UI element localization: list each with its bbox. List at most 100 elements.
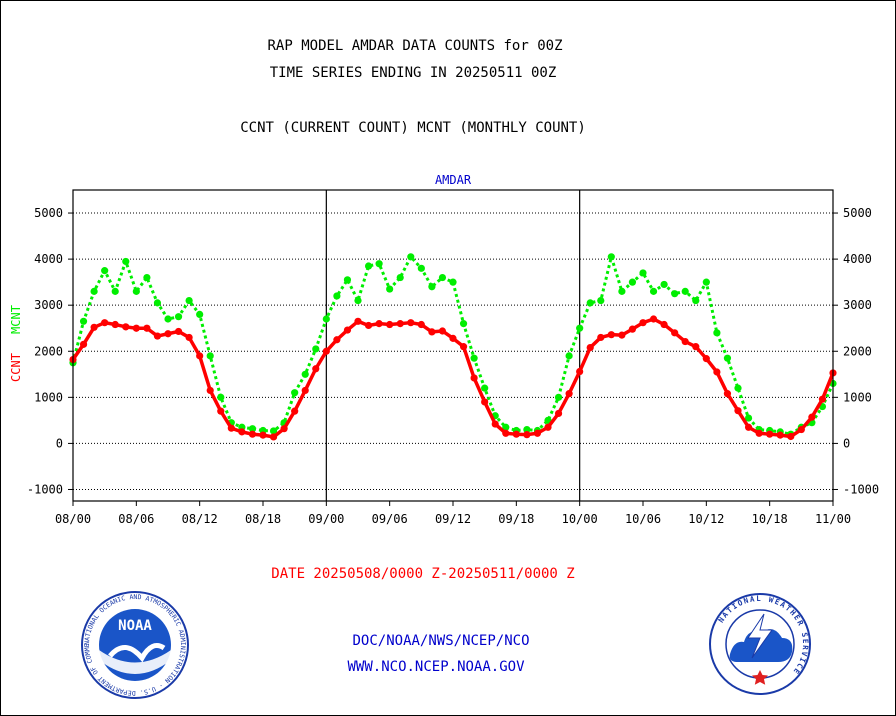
y-tick-label-left: -1000 — [27, 482, 63, 496]
data-point-mcnt — [734, 384, 742, 392]
x-tick-label: 09/06 — [372, 512, 408, 526]
y-tick-label-left: 5000 — [34, 206, 63, 220]
chart-title-line2: TIME SERIES ENDING IN 20250511 00Z — [269, 65, 557, 81]
data-point-mcnt — [132, 287, 140, 295]
x-tick-label: 08/18 — [245, 512, 281, 526]
data-point-ccnt — [259, 431, 267, 439]
data-point-mcnt — [586, 299, 594, 307]
data-point-ccnt — [681, 337, 689, 346]
x-tick-label: 08/12 — [182, 512, 218, 526]
data-point-ccnt — [544, 423, 552, 431]
data-point-ccnt — [660, 320, 668, 329]
data-point-ccnt — [438, 327, 447, 335]
data-point-ccnt — [343, 326, 352, 334]
data-point-ccnt — [90, 323, 98, 331]
data-point-mcnt — [322, 315, 330, 323]
y-tick-label-left: 4000 — [34, 252, 63, 266]
data-point-ccnt — [776, 431, 784, 439]
data-point-ccnt — [101, 319, 109, 327]
data-point-mcnt — [649, 287, 658, 295]
x-tick-label: 10/06 — [625, 512, 661, 526]
data-point-mcnt — [554, 393, 563, 401]
data-point-ccnt — [797, 425, 805, 434]
data-point-ccnt — [713, 368, 721, 376]
data-point-ccnt — [597, 333, 605, 342]
data-point-mcnt — [101, 267, 109, 275]
data-point-mcnt — [79, 317, 88, 325]
data-point-ccnt — [734, 407, 742, 415]
x-tick-label: 10/00 — [562, 512, 598, 526]
data-point-ccnt — [196, 352, 204, 360]
x-tick-label: 08/00 — [55, 512, 91, 526]
data-point-mcnt — [449, 278, 457, 286]
data-point-ccnt — [206, 386, 214, 395]
data-point-mcnt — [639, 269, 647, 277]
data-point-mcnt — [375, 260, 383, 268]
data-point-mcnt — [628, 278, 637, 286]
data-point-ccnt — [502, 429, 510, 437]
data-point-mcnt — [301, 370, 309, 378]
data-point-ccnt — [755, 429, 763, 437]
y-tick-label-right: 3000 — [843, 298, 872, 312]
plot-label-amdar: AMDAR — [435, 173, 472, 187]
data-point-ccnt — [301, 386, 309, 395]
data-point-ccnt — [649, 315, 658, 323]
data-point-mcnt — [565, 352, 573, 360]
data-point-mcnt — [354, 296, 362, 305]
data-point-ccnt — [533, 429, 542, 437]
data-point-ccnt — [364, 321, 373, 330]
data-point-mcnt — [143, 273, 151, 282]
data-point-ccnt — [407, 319, 415, 327]
org-link[interactable]: DOC/NOAA/NWS/NCEP/NCO — [352, 633, 530, 649]
data-point-mcnt — [312, 345, 320, 353]
data-point-ccnt — [280, 425, 288, 433]
y-tick-label-right: 2000 — [843, 344, 872, 358]
data-point-mcnt — [470, 354, 478, 362]
data-point-mcnt — [597, 296, 605, 305]
data-point-mcnt — [269, 427, 278, 435]
y-tick-label-right: 1000 — [843, 390, 872, 404]
data-point-mcnt — [692, 296, 700, 305]
data-point-ccnt — [808, 413, 816, 421]
data-point-ccnt — [428, 328, 436, 336]
y-tick-label-right: 5000 — [843, 206, 872, 220]
x-tick-label: 09/12 — [435, 512, 471, 526]
y-tick-label-left: 0 — [56, 436, 63, 450]
data-point-ccnt — [185, 333, 193, 342]
data-point-mcnt — [523, 425, 531, 434]
data-point-ccnt — [671, 329, 679, 337]
chart-title-line1: RAP MODEL AMDAR DATA COUNTS for 00Z — [267, 38, 563, 54]
data-point-ccnt — [132, 324, 140, 332]
data-point-ccnt — [164, 330, 172, 338]
x-tick-label: 11/00 — [815, 512, 851, 526]
data-point-ccnt — [702, 355, 710, 363]
data-point-mcnt — [407, 253, 415, 261]
data-point-ccnt — [818, 395, 827, 403]
data-point-ccnt — [248, 430, 257, 438]
data-point-ccnt — [269, 433, 278, 441]
data-point-mcnt — [122, 257, 130, 266]
data-point-mcnt — [502, 423, 510, 431]
data-point-ccnt — [143, 324, 151, 332]
data-point-ccnt — [491, 420, 499, 428]
data-point-mcnt — [90, 287, 98, 295]
data-point-mcnt — [671, 290, 679, 298]
data-point-ccnt — [111, 320, 119, 329]
data-point-ccnt — [174, 327, 183, 336]
website-link[interactable]: WWW.NCO.NCEP.NOAA.GOV — [347, 659, 525, 675]
data-point-mcnt — [185, 296, 193, 305]
data-point-mcnt — [217, 393, 225, 401]
data-point-mcnt — [333, 292, 341, 300]
y-axis-label-mcnt: MCNT — [9, 305, 23, 334]
data-point-ccnt — [766, 430, 774, 438]
data-point-ccnt — [375, 320, 383, 328]
data-point-ccnt — [417, 320, 425, 329]
y-tick-label-left: 3000 — [34, 298, 63, 312]
data-point-ccnt — [723, 390, 732, 398]
data-point-ccnt — [322, 347, 330, 355]
y-tick-label-right: 4000 — [843, 252, 872, 266]
x-tick-label: 09/00 — [308, 512, 344, 526]
data-point-mcnt — [428, 283, 436, 291]
data-point-ccnt — [312, 365, 320, 373]
